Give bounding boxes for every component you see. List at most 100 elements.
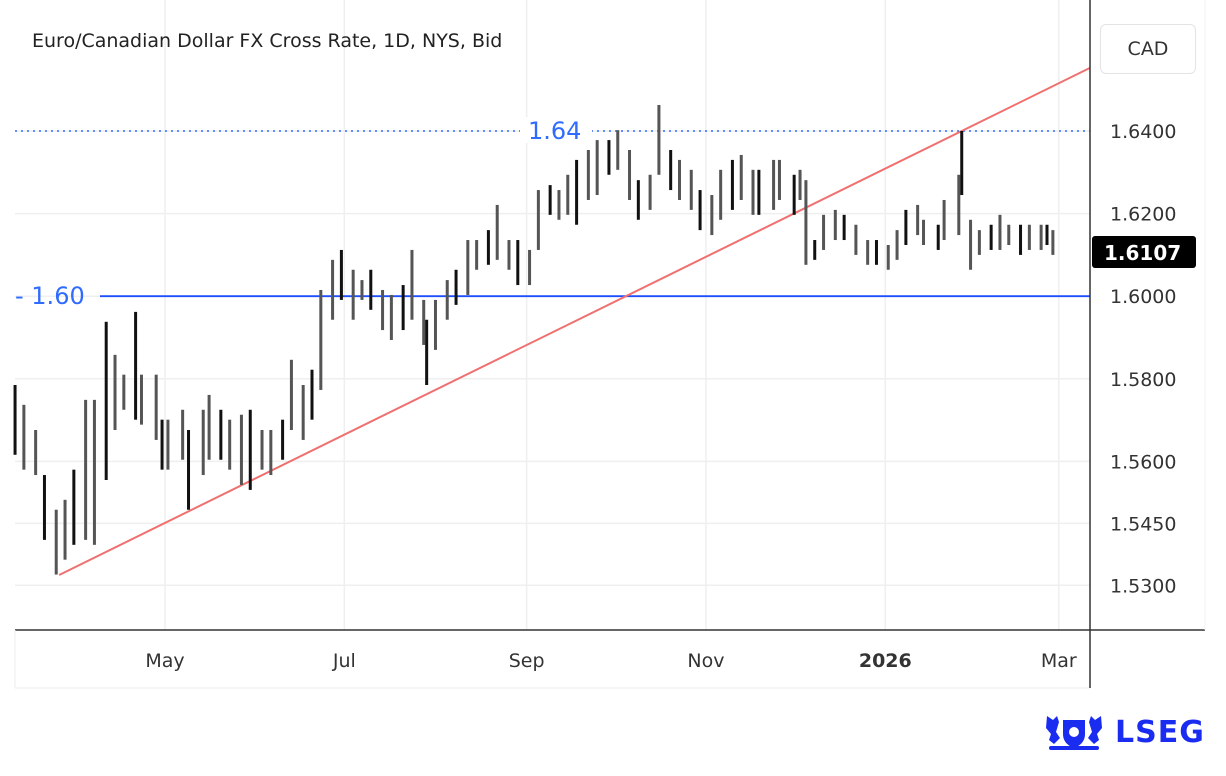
price-bar xyxy=(331,259,335,320)
price-bar xyxy=(689,169,693,210)
price-bar xyxy=(187,430,191,510)
y-tick-label: 1.5800 xyxy=(1110,369,1176,391)
resistance-label: 1.64 xyxy=(528,117,581,145)
chart-title: Euro/Canadian Dollar FX Cross Rate, 1D, … xyxy=(32,30,503,52)
price-bar xyxy=(842,214,846,241)
lseg-logo: LSEG xyxy=(1043,712,1205,752)
price-bar xyxy=(207,394,211,460)
price-bar xyxy=(219,409,223,460)
price-bar xyxy=(360,280,364,300)
price-bar xyxy=(739,154,743,200)
price-bar xyxy=(566,174,570,215)
price-bar xyxy=(139,374,143,425)
price-bar xyxy=(289,359,293,431)
price-bar xyxy=(104,321,108,480)
price-bar xyxy=(319,290,323,390)
price-bar xyxy=(874,240,878,265)
price-bar xyxy=(281,419,285,460)
price-bar xyxy=(486,230,490,265)
price-bar xyxy=(369,269,373,310)
price-bar xyxy=(1007,224,1011,245)
price-bar xyxy=(475,240,479,270)
x-tick-label: Sep xyxy=(509,650,545,672)
price-bar xyxy=(160,419,164,470)
price-bar xyxy=(1019,224,1023,255)
price-bar xyxy=(381,290,385,331)
price-bar xyxy=(777,159,781,200)
price-bar xyxy=(84,399,88,540)
price-bar xyxy=(595,140,599,196)
price-bar xyxy=(895,230,899,260)
price-bar xyxy=(516,240,520,286)
price-bar xyxy=(466,240,470,295)
price-bar xyxy=(1045,224,1049,245)
price-bar xyxy=(166,419,170,470)
price-bar xyxy=(648,174,652,210)
price-bar xyxy=(719,169,723,220)
price-bar xyxy=(433,299,437,350)
price-bar xyxy=(804,180,808,265)
price-bar xyxy=(942,199,946,241)
price-bar xyxy=(886,244,890,270)
price-bar xyxy=(904,209,908,245)
lseg-logo-text: LSEG xyxy=(1115,714,1205,750)
price-bar xyxy=(422,299,426,345)
price-bar xyxy=(557,190,561,220)
price-bar xyxy=(22,404,26,470)
price-bar xyxy=(833,209,837,241)
price-bar xyxy=(657,104,661,175)
price-bar xyxy=(1027,224,1031,250)
price-bar xyxy=(351,269,355,320)
price-bar xyxy=(301,384,305,440)
price-bar xyxy=(586,149,590,200)
currency-button[interactable]: CAD xyxy=(1100,24,1196,74)
price-bar xyxy=(92,399,96,545)
price-bar xyxy=(628,149,632,200)
price-bar xyxy=(13,384,17,455)
y-tick-label: 1.6000 xyxy=(1110,286,1176,308)
price-bar xyxy=(181,409,185,460)
price-bar xyxy=(969,219,973,270)
price-bar xyxy=(710,195,714,236)
y-tick-label: 1.5600 xyxy=(1110,451,1176,473)
price-bar xyxy=(310,369,314,420)
support-label: - 1.60 xyxy=(15,282,85,310)
x-tick-label: Mar xyxy=(1041,650,1077,672)
price-bar xyxy=(636,180,640,220)
price-bar xyxy=(201,409,205,476)
price-bar xyxy=(998,214,1002,250)
price-bar xyxy=(154,374,158,440)
y-tick-label: 1.5450 xyxy=(1110,513,1176,535)
price-bar xyxy=(792,174,796,215)
price-bar xyxy=(134,311,138,420)
price-bar xyxy=(445,280,449,320)
price-bar xyxy=(772,159,776,210)
price-bar xyxy=(228,419,232,470)
price-bar xyxy=(34,430,38,476)
price-bar xyxy=(389,294,393,340)
price-bar xyxy=(960,131,964,196)
price-bar xyxy=(936,224,940,250)
y-tick-label: 1.6200 xyxy=(1110,204,1176,226)
price-bar xyxy=(536,190,540,250)
price-bar xyxy=(260,430,264,470)
last-price-label: 1.6107 xyxy=(1104,241,1181,265)
trendline xyxy=(58,67,1091,576)
lseg-crest-icon xyxy=(1046,716,1102,750)
price-bar xyxy=(813,240,817,260)
price-bar xyxy=(616,130,620,170)
x-tick-label: Jul xyxy=(332,650,356,672)
price-bar xyxy=(1051,230,1055,255)
price-bar xyxy=(678,159,681,200)
price-bar xyxy=(757,169,761,215)
price-bar xyxy=(730,159,734,210)
price-bar xyxy=(239,414,243,485)
x-tick-label: Nov xyxy=(687,650,724,672)
price-bar xyxy=(528,249,532,286)
price-bar xyxy=(410,249,414,320)
price-bar xyxy=(495,204,499,260)
price-bar xyxy=(922,219,926,245)
price-bar xyxy=(854,224,858,255)
price-bar xyxy=(122,374,126,410)
